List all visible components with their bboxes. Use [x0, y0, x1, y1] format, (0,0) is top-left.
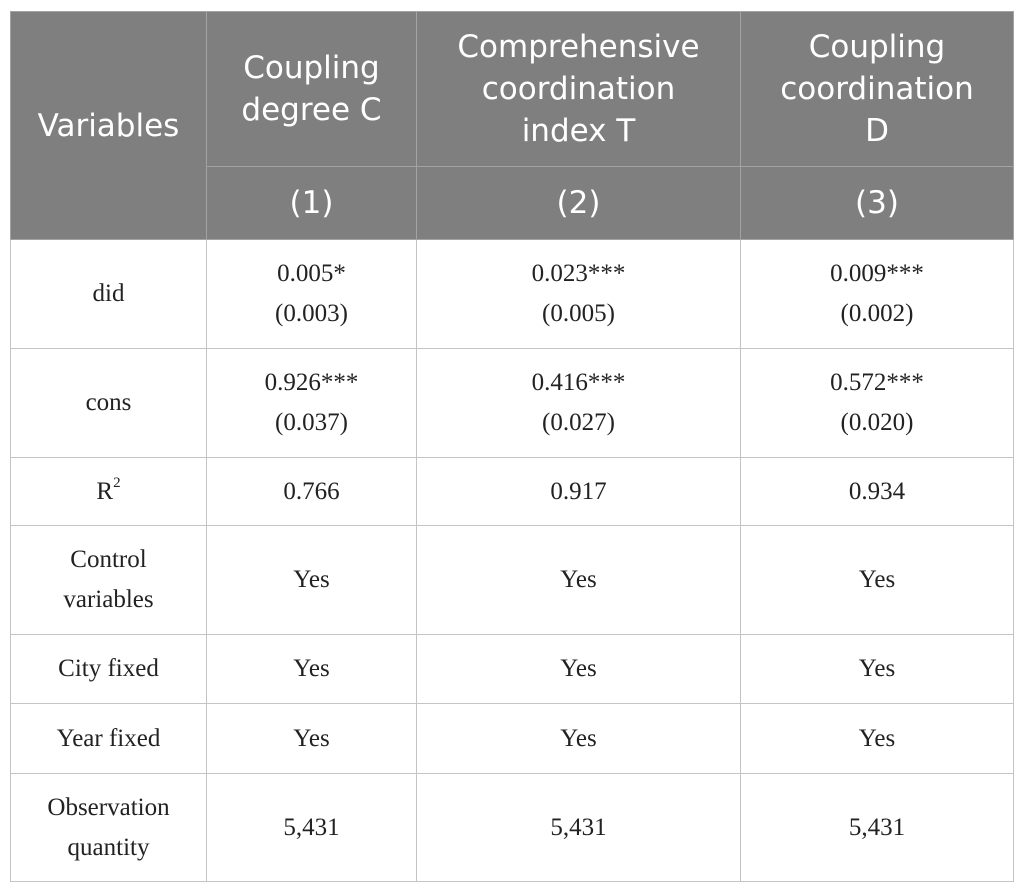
- row-label-cons: cons: [10, 348, 207, 458]
- col2-title-line2: coordination: [481, 71, 676, 107]
- col2-title-line3: index T: [521, 113, 636, 149]
- cell-year-col3: Yes: [740, 703, 1014, 774]
- cell-obs-col1: 5,431: [206, 773, 417, 882]
- variables-header: Variables: [10, 11, 207, 240]
- header-number-row: (1) (2) (3): [11, 166, 1014, 240]
- table-row-did: did 0.005* (0.003) 0.023*** (0.005) 0.00…: [10, 239, 1014, 349]
- table-row-control-variables: Control variables Yes Yes Yes: [10, 525, 1014, 635]
- col3-header: Coupling coordination D: [740, 11, 1014, 167]
- cell-did-col2: 0.023*** (0.005): [416, 239, 741, 349]
- row-label-r2: R2: [10, 457, 207, 526]
- cell-city-col3: Yes: [740, 634, 1014, 704]
- r-squared-superscript: 2: [113, 475, 121, 492]
- coefficient: 0.926***: [264, 369, 359, 396]
- table-body: did 0.005* (0.003) 0.023*** (0.005) 0.00…: [10, 239, 1014, 882]
- cell-obs-col2: 5,431: [416, 773, 741, 882]
- coefficient: 0.416***: [531, 369, 626, 396]
- row-label-line1: Control: [70, 546, 147, 573]
- col1-number: (1): [206, 166, 417, 240]
- row-label-observation-quantity: Observation quantity: [10, 773, 207, 882]
- cell-did-col1: 0.005* (0.003): [206, 239, 417, 349]
- standard-error: (0.037): [275, 409, 348, 436]
- cell-year-col2: Yes: [416, 703, 741, 774]
- cell-r2-col3: 0.934: [740, 457, 1014, 526]
- cell-city-col2: Yes: [416, 634, 741, 704]
- table-row-cons: cons 0.926*** (0.037) 0.416*** (0.027) 0…: [10, 348, 1014, 458]
- table-header: Variables Coupling degree C Comprehensiv…: [10, 11, 1014, 240]
- col2-header: Comprehensive coordination index T: [416, 11, 741, 167]
- cell-cons-col1: 0.926*** (0.037): [206, 348, 417, 458]
- cell-r2-col1: 0.766: [206, 457, 417, 526]
- standard-error: (0.002): [840, 300, 914, 327]
- col3-number: (3): [740, 166, 1014, 240]
- cell-did-col3: 0.009*** (0.002): [740, 239, 1014, 349]
- cell-control-col2: Yes: [416, 525, 741, 635]
- cell-city-col1: Yes: [206, 634, 417, 704]
- coefficient: 0.572***: [830, 369, 924, 396]
- header-title-row: Variables Coupling degree C Comprehensiv…: [10, 11, 1014, 240]
- coefficient: 0.005*: [277, 260, 346, 287]
- cell-control-col1: Yes: [206, 525, 417, 635]
- row-label-year-fixed: Year fixed: [10, 703, 207, 774]
- variables-header-label: Variables: [37, 107, 180, 144]
- standard-error: (0.027): [542, 409, 615, 436]
- cell-obs-col3: 5,431: [740, 773, 1014, 882]
- row-label-line2: variables: [63, 586, 154, 613]
- row-label-line2: quantity: [67, 833, 150, 861]
- standard-error: (0.003): [275, 300, 348, 327]
- coefficient: 0.023***: [531, 260, 626, 287]
- cell-control-col3: Yes: [740, 525, 1014, 635]
- cell-r2-col2: 0.917: [416, 457, 741, 526]
- regression-table: Variables Coupling degree C Comprehensiv…: [10, 11, 1014, 882]
- col3-title-line1: Coupling: [808, 29, 946, 65]
- cell-year-col1: Yes: [206, 703, 417, 774]
- col2-title-line1: Comprehensive: [457, 29, 700, 65]
- row-label-city-fixed: City fixed: [10, 634, 207, 704]
- row-label-text: did: [92, 280, 125, 307]
- coefficient: 0.009***: [830, 260, 924, 287]
- table-row-year-fixed: Year fixed Yes Yes Yes: [10, 703, 1014, 774]
- col1-header: Coupling degree C: [206, 11, 417, 167]
- col1-title-line1: Coupling: [243, 50, 380, 86]
- col2-number: (2): [416, 166, 741, 240]
- row-label-control-variables: Control variables: [10, 525, 207, 635]
- standard-error: (0.020): [840, 409, 914, 436]
- row-label-did: did: [10, 239, 207, 349]
- cell-cons-col2: 0.416*** (0.027): [416, 348, 741, 458]
- row-label-text: cons: [85, 389, 132, 416]
- table-row-city-fixed: City fixed Yes Yes Yes: [10, 634, 1014, 704]
- standard-error: (0.005): [542, 300, 615, 327]
- col3-title-line2: coordination: [780, 71, 974, 107]
- r-squared-base: R: [96, 477, 114, 505]
- col1-title-line2: degree C: [241, 92, 382, 128]
- cell-cons-col3: 0.572*** (0.020): [740, 348, 1014, 458]
- col3-title-line3: D: [865, 113, 889, 149]
- table-row-r2: R2 0.766 0.917 0.934: [10, 457, 1014, 526]
- row-label-line1: Observation: [47, 793, 170, 821]
- table-row-observation-quantity: Observation quantity 5,431 5,431 5,431: [10, 773, 1014, 882]
